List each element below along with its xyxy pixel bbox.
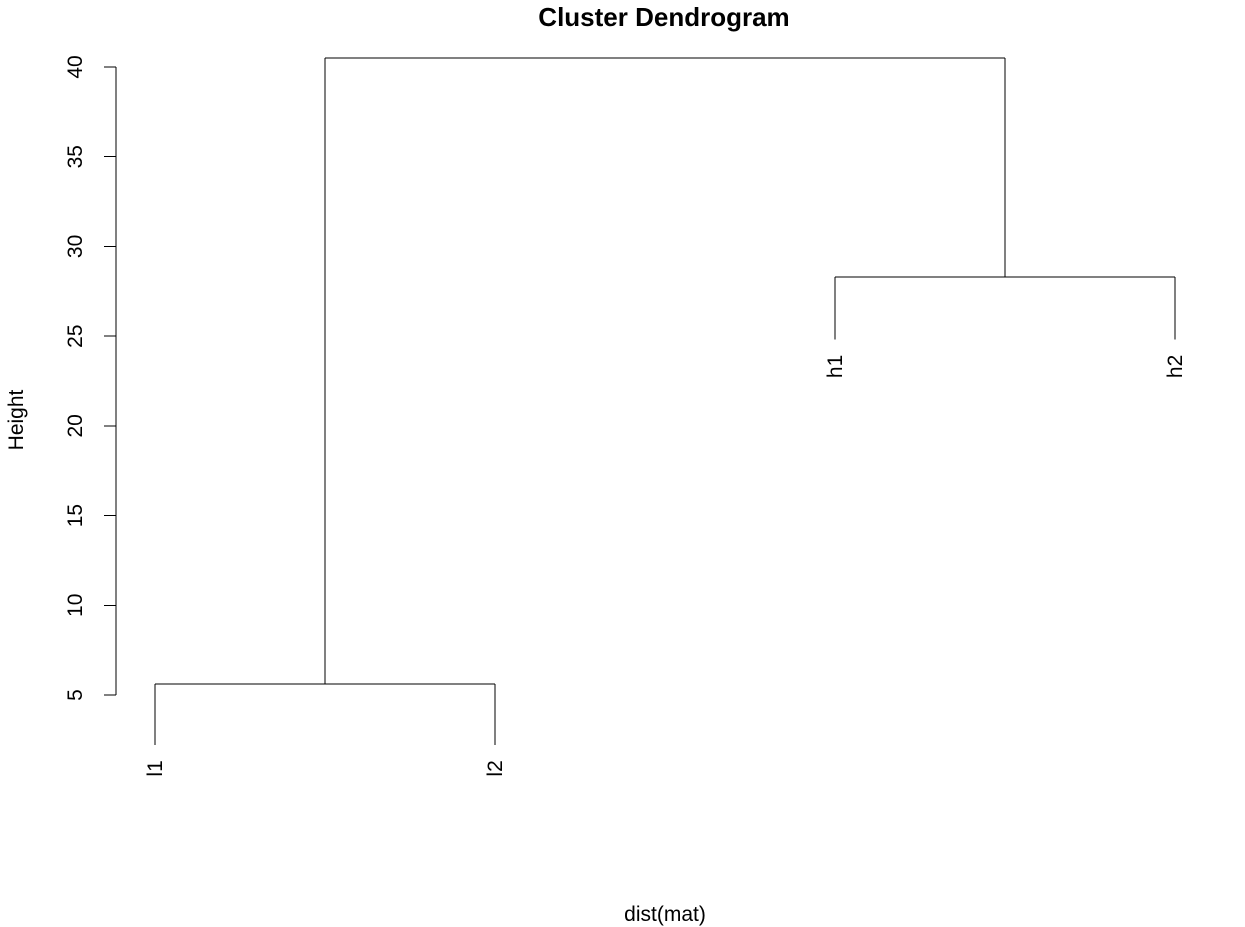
y-tick-label: 10 — [64, 594, 87, 617]
leaf-label-l2: l2 — [484, 760, 507, 776]
y-tick-label: 40 — [64, 55, 87, 78]
y-tick-label: 20 — [64, 414, 87, 437]
leaf-label-h1: h1 — [824, 355, 847, 378]
y-tick-label: 15 — [64, 504, 87, 527]
y-tick-label: 25 — [64, 324, 87, 347]
y-axis: 5 10 15 20 25 30 35 40 — [64, 55, 117, 701]
dendrogram-branches — [154, 57, 1176, 746]
chart-title: Cluster Dendrogram — [538, 2, 789, 32]
x-axis-label: dist(mat) — [624, 903, 706, 926]
y-axis-label: Height — [5, 389, 28, 450]
leaf-label-h2: h2 — [1164, 355, 1187, 378]
y-tick-label: 30 — [64, 235, 87, 258]
leaf-label-l1: l1 — [144, 760, 167, 776]
y-ticks: 5 10 15 20 25 30 35 40 — [64, 55, 116, 701]
leaf-labels: l1 l2 h1 h2 — [144, 355, 1187, 777]
y-tick-label: 5 — [64, 689, 87, 701]
y-tick-label: 35 — [64, 145, 87, 168]
